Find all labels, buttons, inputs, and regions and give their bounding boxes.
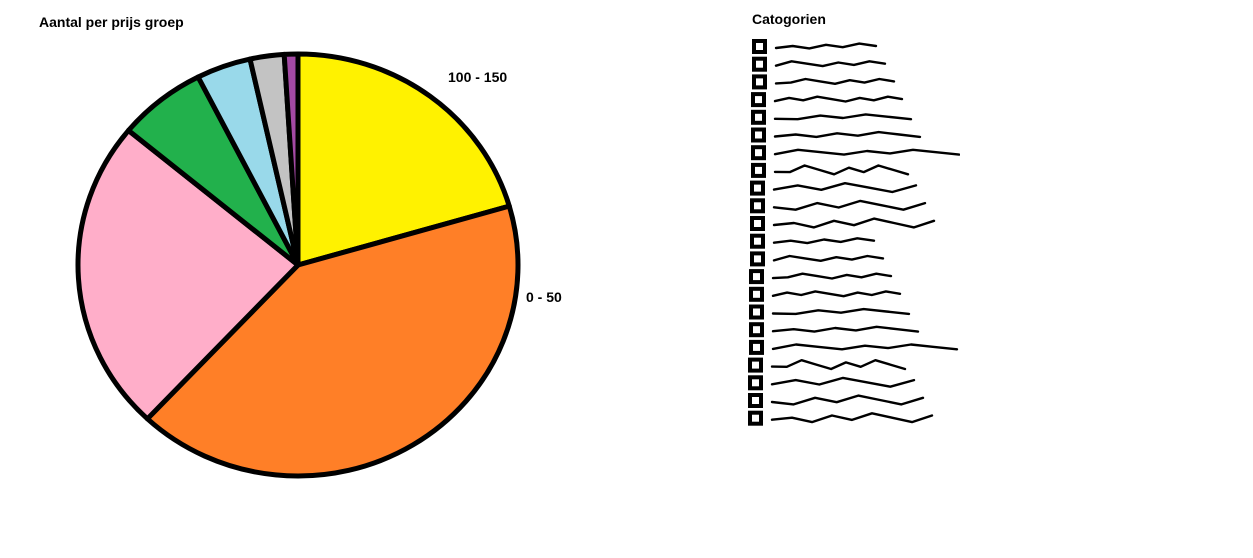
legend-scribble: [771, 325, 920, 333]
legend-scribble: [774, 42, 878, 50]
legend-checkbox[interactable]: [749, 269, 764, 285]
legend-checkbox[interactable]: [750, 251, 765, 267]
legend-checkbox[interactable]: [749, 339, 764, 355]
legend-checkbox[interactable]: [748, 357, 763, 373]
legend-scribble: [770, 376, 916, 388]
legend-scribble: [772, 254, 885, 262]
legend-checkbox[interactable]: [749, 322, 764, 338]
legend-checkbox[interactable]: [750, 216, 765, 231]
legend-scribble: [770, 394, 925, 406]
legend-checkbox[interactable]: [751, 145, 766, 161]
legend-checkbox[interactable]: [750, 198, 765, 214]
legend-scribble: [771, 307, 911, 316]
legend-scribble: [773, 113, 913, 121]
legend-scribble: [772, 217, 936, 229]
legend-scribble: [772, 237, 876, 245]
legend-scribble: [770, 359, 907, 371]
legend-checkbox[interactable]: [752, 56, 767, 72]
legend-scribble: [771, 272, 893, 280]
legend-checkbox[interactable]: [751, 92, 766, 108]
legend: [748, 39, 960, 426]
legend-checkbox[interactable]: [750, 180, 765, 196]
pie-chart: 100 - 150 0 - 50: [75, 51, 562, 479]
legend-checkbox[interactable]: [749, 286, 764, 302]
legend-scribble: [773, 95, 904, 103]
slice-label: 100 - 150: [448, 69, 507, 85]
legend-scribble: [773, 130, 922, 139]
legend-scribble: [774, 77, 896, 85]
legend-checkbox[interactable]: [752, 39, 767, 54]
legend-scribble: [772, 199, 927, 211]
legend-scribble: [771, 290, 902, 298]
legend-scribble: [774, 60, 887, 68]
legend-checkbox[interactable]: [751, 109, 766, 125]
legend-checkbox[interactable]: [748, 393, 763, 408]
legend-checkbox[interactable]: [751, 127, 766, 143]
pie-slice: [144, 203, 521, 479]
legend-checkbox[interactable]: [749, 304, 764, 320]
legend-scribble: [773, 148, 960, 156]
legend-scribble: [773, 164, 910, 176]
legend-scribble: [772, 182, 918, 194]
legend-checkbox[interactable]: [748, 375, 763, 391]
legend-checkbox[interactable]: [752, 74, 767, 90]
legend-checkbox[interactable]: [751, 162, 766, 178]
pie-slice: [281, 51, 301, 268]
legend-checkbox[interactable]: [750, 233, 765, 249]
legend-title: Catogorien: [752, 11, 826, 27]
legend-scribble: [771, 343, 959, 351]
pie-slice: [75, 128, 301, 422]
slice-label: 0 - 50: [526, 289, 562, 305]
legend-checkbox[interactable]: [748, 410, 763, 426]
legend-scribble: [770, 412, 934, 424]
chart-title: Aantal per prijs groep: [39, 14, 184, 30]
pie-slice: [295, 51, 512, 268]
